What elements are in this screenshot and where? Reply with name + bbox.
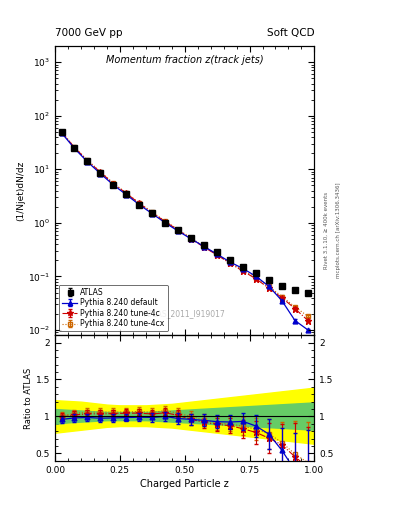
Legend: ATLAS, Pythia 8.240 default, Pythia 8.240 tune-4c, Pythia 8.240 tune-4cx: ATLAS, Pythia 8.240 default, Pythia 8.24… bbox=[59, 285, 167, 331]
X-axis label: Charged Particle z: Charged Particle z bbox=[140, 479, 229, 489]
Text: ATLAS_2011_I919017: ATLAS_2011_I919017 bbox=[144, 309, 226, 318]
Y-axis label: Ratio to ATLAS: Ratio to ATLAS bbox=[24, 367, 33, 429]
Text: mcplots.cern.ch [arXiv:1306.3436]: mcplots.cern.ch [arXiv:1306.3436] bbox=[336, 183, 341, 278]
Y-axis label: (1/Njet)dN/dz: (1/Njet)dN/dz bbox=[16, 160, 25, 221]
Text: Soft QCD: Soft QCD bbox=[267, 28, 314, 38]
Text: Momentum fraction z(track jets): Momentum fraction z(track jets) bbox=[106, 55, 264, 65]
Text: 7000 GeV pp: 7000 GeV pp bbox=[55, 28, 123, 38]
Text: Rivet 3.1.10, ≥ 400k events: Rivet 3.1.10, ≥ 400k events bbox=[324, 192, 329, 269]
